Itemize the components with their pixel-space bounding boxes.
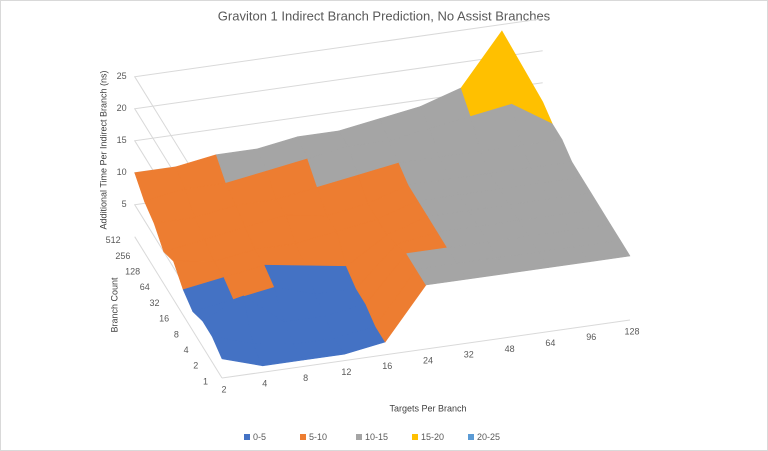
y-axis-title: Branch Count	[109, 277, 119, 333]
legend-swatch	[468, 434, 474, 440]
y-tick-label: 32	[149, 298, 159, 308]
y-tick-label: 16	[159, 314, 169, 324]
y-tick-label: 2	[193, 361, 198, 371]
y-tick-label: 8	[174, 329, 179, 339]
x-tick-label: 12	[341, 367, 351, 377]
legend-swatch	[244, 434, 250, 440]
x-tick-label: 8	[303, 373, 308, 383]
legend-swatch	[412, 434, 418, 440]
x-tick-label: 48	[505, 344, 515, 354]
legend-label: 20-25	[477, 432, 500, 442]
z-tick-label: 25	[117, 71, 127, 81]
x-axis-title: Targets Per Branch	[389, 403, 466, 413]
x-tick-label: 64	[545, 338, 555, 348]
legend-label: 5-10	[309, 432, 327, 442]
floor-edge	[134, 236, 223, 379]
z-axis-title: Additional Time Per Indirect Branch (ns)	[98, 70, 108, 229]
legend-label: 0-5	[253, 432, 266, 442]
legend-swatch	[356, 434, 362, 440]
surface-cell	[579, 240, 631, 263]
chart-title: Graviton 1 Indirect Branch Prediction, N…	[218, 8, 551, 23]
legend-label: 15-20	[421, 432, 444, 442]
x-tick-label: 24	[423, 355, 433, 365]
y-tick-label: 256	[115, 251, 130, 261]
y-tick-label: 64	[140, 282, 150, 292]
y-tick-label: 512	[106, 235, 121, 245]
x-tick-label: 16	[382, 361, 392, 371]
legend-label: 10-15	[365, 432, 388, 442]
y-tick-label: 128	[125, 266, 140, 276]
x-tick-label: 128	[624, 326, 639, 336]
x-tick-label: 32	[464, 350, 474, 360]
z-tick-label: 5	[122, 199, 127, 209]
z-tick-label: 15	[117, 135, 127, 145]
z-tick-label: 10	[117, 167, 127, 177]
floor-edge	[221, 319, 631, 379]
x-tick-label: 2	[221, 384, 226, 394]
legend-swatch	[300, 434, 306, 440]
y-tick-label: 4	[184, 345, 189, 355]
x-tick-label: 4	[262, 379, 267, 389]
y-tick-label: 1	[203, 376, 208, 386]
z-tick-label: 20	[117, 103, 127, 113]
x-tick-label: 96	[586, 332, 596, 342]
